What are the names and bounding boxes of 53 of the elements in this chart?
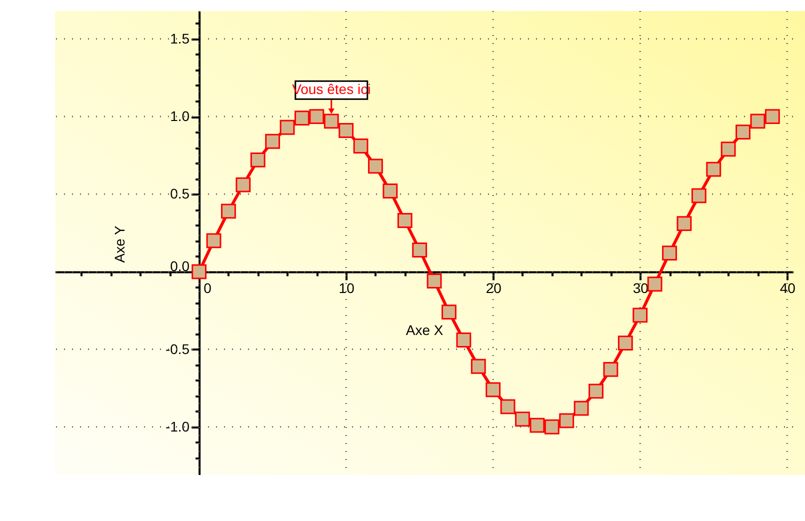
point <box>736 124 750 140</box>
point <box>412 242 428 258</box>
x-axis-title: Axe X <box>406 322 444 338</box>
point <box>368 158 383 174</box>
y-tick-label: 0.0 <box>170 258 190 274</box>
point <box>720 142 736 157</box>
y-tick-label: 1.0 <box>170 108 190 124</box>
point <box>764 109 780 124</box>
x-tick-label: 0 <box>204 280 212 296</box>
point <box>706 162 722 177</box>
point <box>500 399 516 414</box>
point <box>338 123 354 138</box>
point <box>456 332 472 348</box>
point <box>324 114 339 129</box>
point <box>250 152 266 168</box>
y-tick-label: 0.5 <box>170 186 190 202</box>
point <box>442 304 456 320</box>
point <box>603 362 618 377</box>
point <box>588 384 604 399</box>
point <box>691 188 706 204</box>
point <box>647 276 662 292</box>
point <box>662 246 677 261</box>
point <box>221 204 236 219</box>
x-tick-label: 10 <box>338 280 355 296</box>
point <box>294 110 310 126</box>
point <box>397 213 412 228</box>
point <box>515 412 530 427</box>
y-axis-title: Axe Y <box>112 225 128 263</box>
y-tick-label: 1.5 <box>170 30 190 46</box>
y-tick-label: -0.5 <box>165 340 190 357</box>
y-tick-label: -1.0 <box>165 418 190 434</box>
point <box>486 382 501 398</box>
point <box>470 358 486 374</box>
x-tick-label: 30 <box>632 280 649 296</box>
point <box>750 114 766 129</box>
point <box>426 274 442 288</box>
point <box>574 400 589 416</box>
point <box>382 184 398 198</box>
point <box>309 109 324 124</box>
x-tick-label: 40 <box>780 280 796 296</box>
point <box>530 418 545 433</box>
point <box>280 120 295 135</box>
point <box>353 138 368 154</box>
point <box>618 336 633 351</box>
point <box>192 264 207 280</box>
point <box>544 419 560 434</box>
point <box>676 216 692 232</box>
point <box>559 413 574 428</box>
point <box>632 308 648 323</box>
x-tick-label: 20 <box>486 280 502 296</box>
point <box>265 134 280 149</box>
point <box>236 177 251 192</box>
point <box>206 233 222 248</box>
